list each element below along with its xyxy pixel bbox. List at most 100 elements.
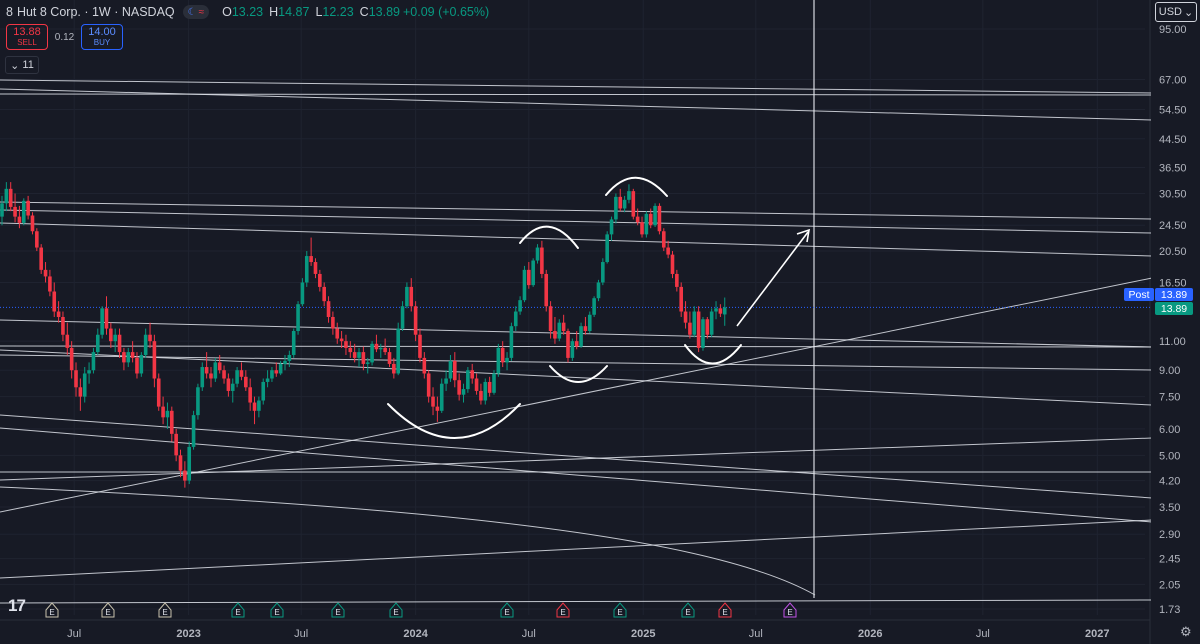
candle-body — [213, 362, 218, 379]
time-label: 2024 — [403, 628, 428, 640]
candle-body — [178, 455, 183, 471]
candle-body — [217, 362, 222, 371]
candle-body — [496, 347, 501, 374]
trendline — [0, 427, 1153, 523]
trendline — [0, 201, 1153, 220]
candle-body — [574, 341, 579, 347]
tradingview-logo[interactable]: 17 — [8, 596, 26, 615]
trendline — [0, 319, 1153, 348]
chevron-down-icon: ⌄ — [1184, 6, 1194, 19]
candle-body — [405, 286, 409, 307]
candle-body — [592, 298, 596, 315]
candle-body — [479, 390, 483, 401]
earnings-icon — [389, 602, 403, 618]
candle-body — [13, 206, 17, 217]
candles — [0, 182, 727, 488]
candle-body — [701, 319, 705, 348]
candle-body — [209, 373, 213, 379]
ohlc-low-value: 12.23 — [322, 5, 354, 19]
currency-selector[interactable]: USD ⌄ — [1155, 2, 1197, 22]
candle-body — [8, 188, 13, 207]
symbol-icon: 8 — [6, 5, 13, 19]
trendline — [0, 222, 1153, 257]
candle-body — [370, 343, 374, 363]
candle-body — [413, 306, 418, 335]
candle-body — [352, 352, 357, 358]
candle-body — [74, 370, 78, 388]
candle-body — [714, 308, 718, 312]
earnings-label: E — [49, 608, 54, 617]
candle-body — [653, 205, 657, 226]
candle-body — [95, 334, 100, 353]
time-label: 2026 — [858, 628, 882, 640]
trendline — [0, 79, 1153, 94]
candle-body — [365, 362, 370, 364]
candle-body — [418, 334, 422, 358]
candle-body — [705, 319, 710, 335]
candle-body — [318, 273, 322, 287]
change-value: +0.09 (+0.65%) — [402, 5, 490, 19]
ohlc-low-key: L — [315, 5, 323, 19]
candle-body — [82, 373, 87, 397]
candle-body — [457, 380, 461, 395]
candle-body — [378, 347, 383, 350]
price-label: 2.05 — [1159, 579, 1180, 591]
candle-body — [409, 286, 414, 307]
candle-body — [48, 276, 52, 292]
candle-body — [335, 328, 340, 339]
time-scale[interactable]: Jul 2023 Jul 2024 Jul 2025 Jul 2026 Jul 2027 — [67, 628, 1109, 640]
indicators-toggle[interactable]: ⌄ 11 — [5, 56, 39, 74]
time-label: 2025 — [631, 628, 655, 640]
annotation-arc — [387, 403, 521, 439]
candle-body — [679, 286, 683, 312]
buy-button[interactable]: 14.00 BUY — [81, 24, 123, 50]
candle-body — [483, 381, 488, 401]
candle-body — [230, 383, 235, 391]
gear-icon[interactable]: ⚙ — [1180, 624, 1192, 639]
candle-body — [553, 331, 557, 339]
candle-body — [692, 311, 697, 335]
indicators-count: 11 — [22, 59, 34, 71]
candle-body — [461, 389, 466, 395]
candle-body — [648, 213, 653, 226]
sell-button[interactable]: 13.88 SELL — [6, 24, 48, 50]
candle-body — [640, 222, 644, 235]
candle-body — [513, 311, 518, 327]
candle-body — [17, 216, 22, 223]
candle-body — [287, 354, 292, 361]
candle-body — [126, 352, 131, 363]
candle-body — [579, 326, 583, 347]
price-scale[interactable]: 95.00 67.00 54.50 44.50 36.50 30.50 24.50 20.50… — [1151, 0, 1200, 644]
price-label: 4.20 — [1159, 476, 1180, 488]
price-label: 9.00 — [1159, 365, 1180, 377]
symbol-legend: 8 Hut 8 Corp. · 1W · NASDAQ ☾ ≈ O 13.23 H… — [6, 3, 492, 21]
candle-body — [78, 387, 83, 397]
candle-body — [557, 322, 562, 339]
status-pill[interactable]: ☾ ≈ — [182, 5, 210, 19]
candle-body — [56, 311, 61, 317]
buy-price: 14.00 — [88, 26, 116, 38]
candle-body — [130, 352, 135, 358]
buy-label: BUY — [93, 38, 111, 47]
candle-body — [348, 347, 353, 353]
symbol-title[interactable]: Hut 8 Corp. · 1W · NASDAQ — [16, 5, 175, 19]
price-label: 7.50 — [1159, 392, 1180, 404]
candle-body — [161, 406, 165, 418]
candle-body — [435, 406, 440, 411]
price-label: 6.00 — [1159, 424, 1180, 436]
ohlc-close-key: C — [359, 5, 369, 19]
price-label: 24.50 — [1159, 220, 1187, 232]
candle-body — [0, 203, 4, 217]
candle-body — [283, 360, 287, 364]
candle-body — [666, 247, 670, 255]
candle-body — [448, 360, 453, 379]
ohlc-open-key: O — [222, 5, 232, 19]
candle-body — [39, 247, 43, 270]
price-axis-bg — [1151, 0, 1200, 644]
candle-body — [200, 367, 205, 388]
candle-body — [61, 316, 65, 335]
candle-body — [244, 376, 248, 388]
earnings-label: E — [235, 608, 240, 617]
candle-body — [400, 306, 405, 329]
